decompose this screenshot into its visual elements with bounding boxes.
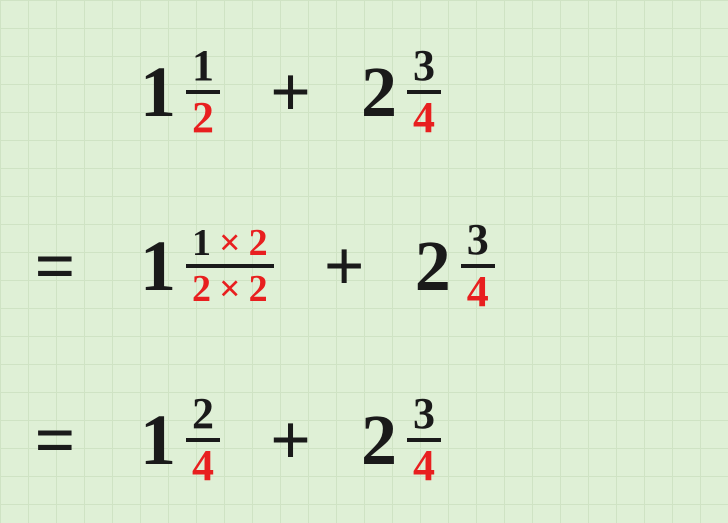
whole-part: 2	[361, 56, 397, 128]
fraction-denominator: 4	[186, 442, 220, 490]
equals-slot: =	[10, 399, 100, 482]
equation-row: =124+234	[10, 360, 718, 520]
mixed-number: 11×22×2	[140, 222, 274, 310]
math-token: 1	[192, 224, 211, 262]
fraction: 34	[461, 216, 495, 316]
fraction-numerator: 2	[186, 390, 220, 438]
math-token: 2	[192, 392, 214, 436]
fraction-numerator: 1	[186, 42, 220, 90]
fraction-numerator: 1×2	[186, 222, 274, 264]
fraction-denominator: 4	[407, 94, 441, 142]
fraction: 34	[407, 42, 441, 142]
plus-sign: +	[318, 230, 371, 302]
whole-part: 2	[415, 230, 451, 302]
math-token: 2	[192, 270, 211, 308]
fraction: 1×22×2	[186, 222, 274, 310]
math-token: ×	[219, 224, 241, 262]
math-token: 3	[413, 392, 435, 436]
fraction: 24	[186, 390, 220, 490]
plus-sign: +	[264, 404, 317, 476]
fraction-numerator: 3	[461, 216, 495, 264]
graph-paper: 112+234=11×22×2+234=124+234	[0, 0, 728, 523]
fraction-denominator: 2	[186, 94, 220, 142]
equation-row: 112+234	[10, 12, 718, 172]
math-token: 3	[413, 44, 435, 88]
fraction-numerator: 3	[407, 42, 441, 90]
fraction: 34	[407, 390, 441, 490]
row-content: 124+234	[100, 390, 718, 490]
fraction-numerator: 3	[407, 390, 441, 438]
math-token: 2	[249, 270, 268, 308]
equals-sign: =	[34, 225, 75, 308]
math-token: ×	[219, 270, 241, 308]
math-token: 3	[467, 218, 489, 262]
row-content: 112+234	[100, 42, 718, 142]
whole-part: 1	[140, 56, 176, 128]
math-token: 1	[192, 44, 214, 88]
math-token: 4	[413, 96, 435, 140]
math-token: 4	[413, 444, 435, 488]
fraction-denominator: 2×2	[186, 268, 274, 310]
whole-part: 1	[140, 230, 176, 302]
mixed-number: 234	[361, 42, 441, 142]
mixed-number: 234	[361, 390, 441, 490]
fraction-denominator: 4	[461, 268, 495, 316]
mixed-number: 112	[140, 42, 220, 142]
math-token: 4	[192, 444, 214, 488]
mixed-number: 234	[415, 216, 495, 316]
math-token: 2	[192, 96, 214, 140]
equals-sign: =	[34, 399, 75, 482]
equals-slot: =	[10, 225, 100, 308]
whole-part: 1	[140, 404, 176, 476]
fraction-denominator: 4	[407, 442, 441, 490]
equation-rows: 112+234=11×22×2+234=124+234	[10, 12, 718, 520]
math-token: 4	[467, 270, 489, 314]
plus-sign: +	[264, 56, 317, 128]
equation-row: =11×22×2+234	[10, 186, 718, 346]
row-content: 11×22×2+234	[100, 216, 718, 316]
whole-part: 2	[361, 404, 397, 476]
fraction: 12	[186, 42, 220, 142]
math-token: 2	[249, 224, 268, 262]
mixed-number: 124	[140, 390, 220, 490]
